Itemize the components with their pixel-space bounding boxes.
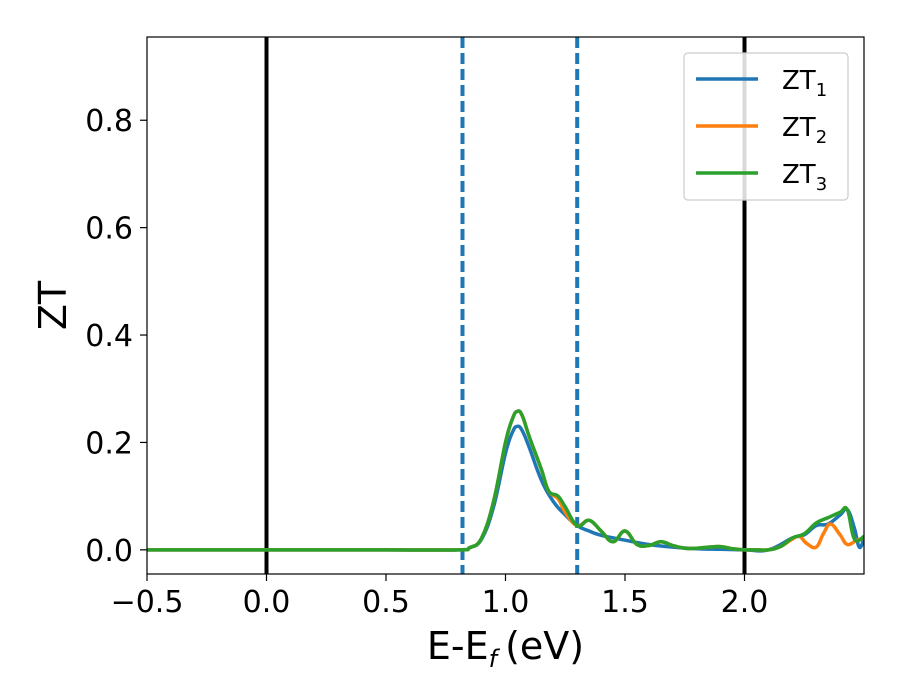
legend-label-zt1: ZT1 (782, 66, 827, 101)
legend-label-zt3: ZT3 (782, 160, 827, 195)
y-axis-ticks: 0.0 0.2 0.4 0.6 0.8 (85, 104, 147, 569)
y-tick-label: 0.0 (85, 534, 133, 569)
x-axis-ticks: −0.5 0.0 0.5 1.0 1.5 2.0 (111, 574, 769, 620)
y-tick-label: 0.6 (85, 212, 133, 247)
y-tick-label: 0.2 (85, 426, 133, 461)
x-tick-label: 1.0 (482, 585, 530, 620)
series-line-zt2 (147, 409, 864, 552)
x-tick-label: 1.5 (601, 585, 649, 620)
x-tick-label: 2.0 (721, 585, 769, 620)
x-axis-label-main: E-E (427, 624, 489, 668)
x-tick-label: 0.0 (243, 585, 291, 620)
legend-box (683, 52, 849, 201)
series-lines (147, 409, 864, 553)
x-tick-label: −0.5 (111, 585, 184, 620)
y-axis-label: ZT (31, 280, 75, 330)
x-axis-label: E-Ef (eV) (427, 624, 584, 673)
legend: ZT1 ZT2 ZT3 (683, 52, 849, 201)
series-line-zt3 (147, 409, 864, 552)
y-tick-label: 0.8 (85, 104, 133, 139)
vertical-lines (264, 37, 747, 574)
legend-label-zt2: ZT2 (782, 113, 827, 148)
x-tick-label: 0.5 (362, 585, 410, 620)
y-tick-label: 0.4 (85, 319, 133, 354)
x-axis-label-unit: (eV) (505, 624, 584, 668)
x-axis-label-sub: f (489, 645, 501, 673)
